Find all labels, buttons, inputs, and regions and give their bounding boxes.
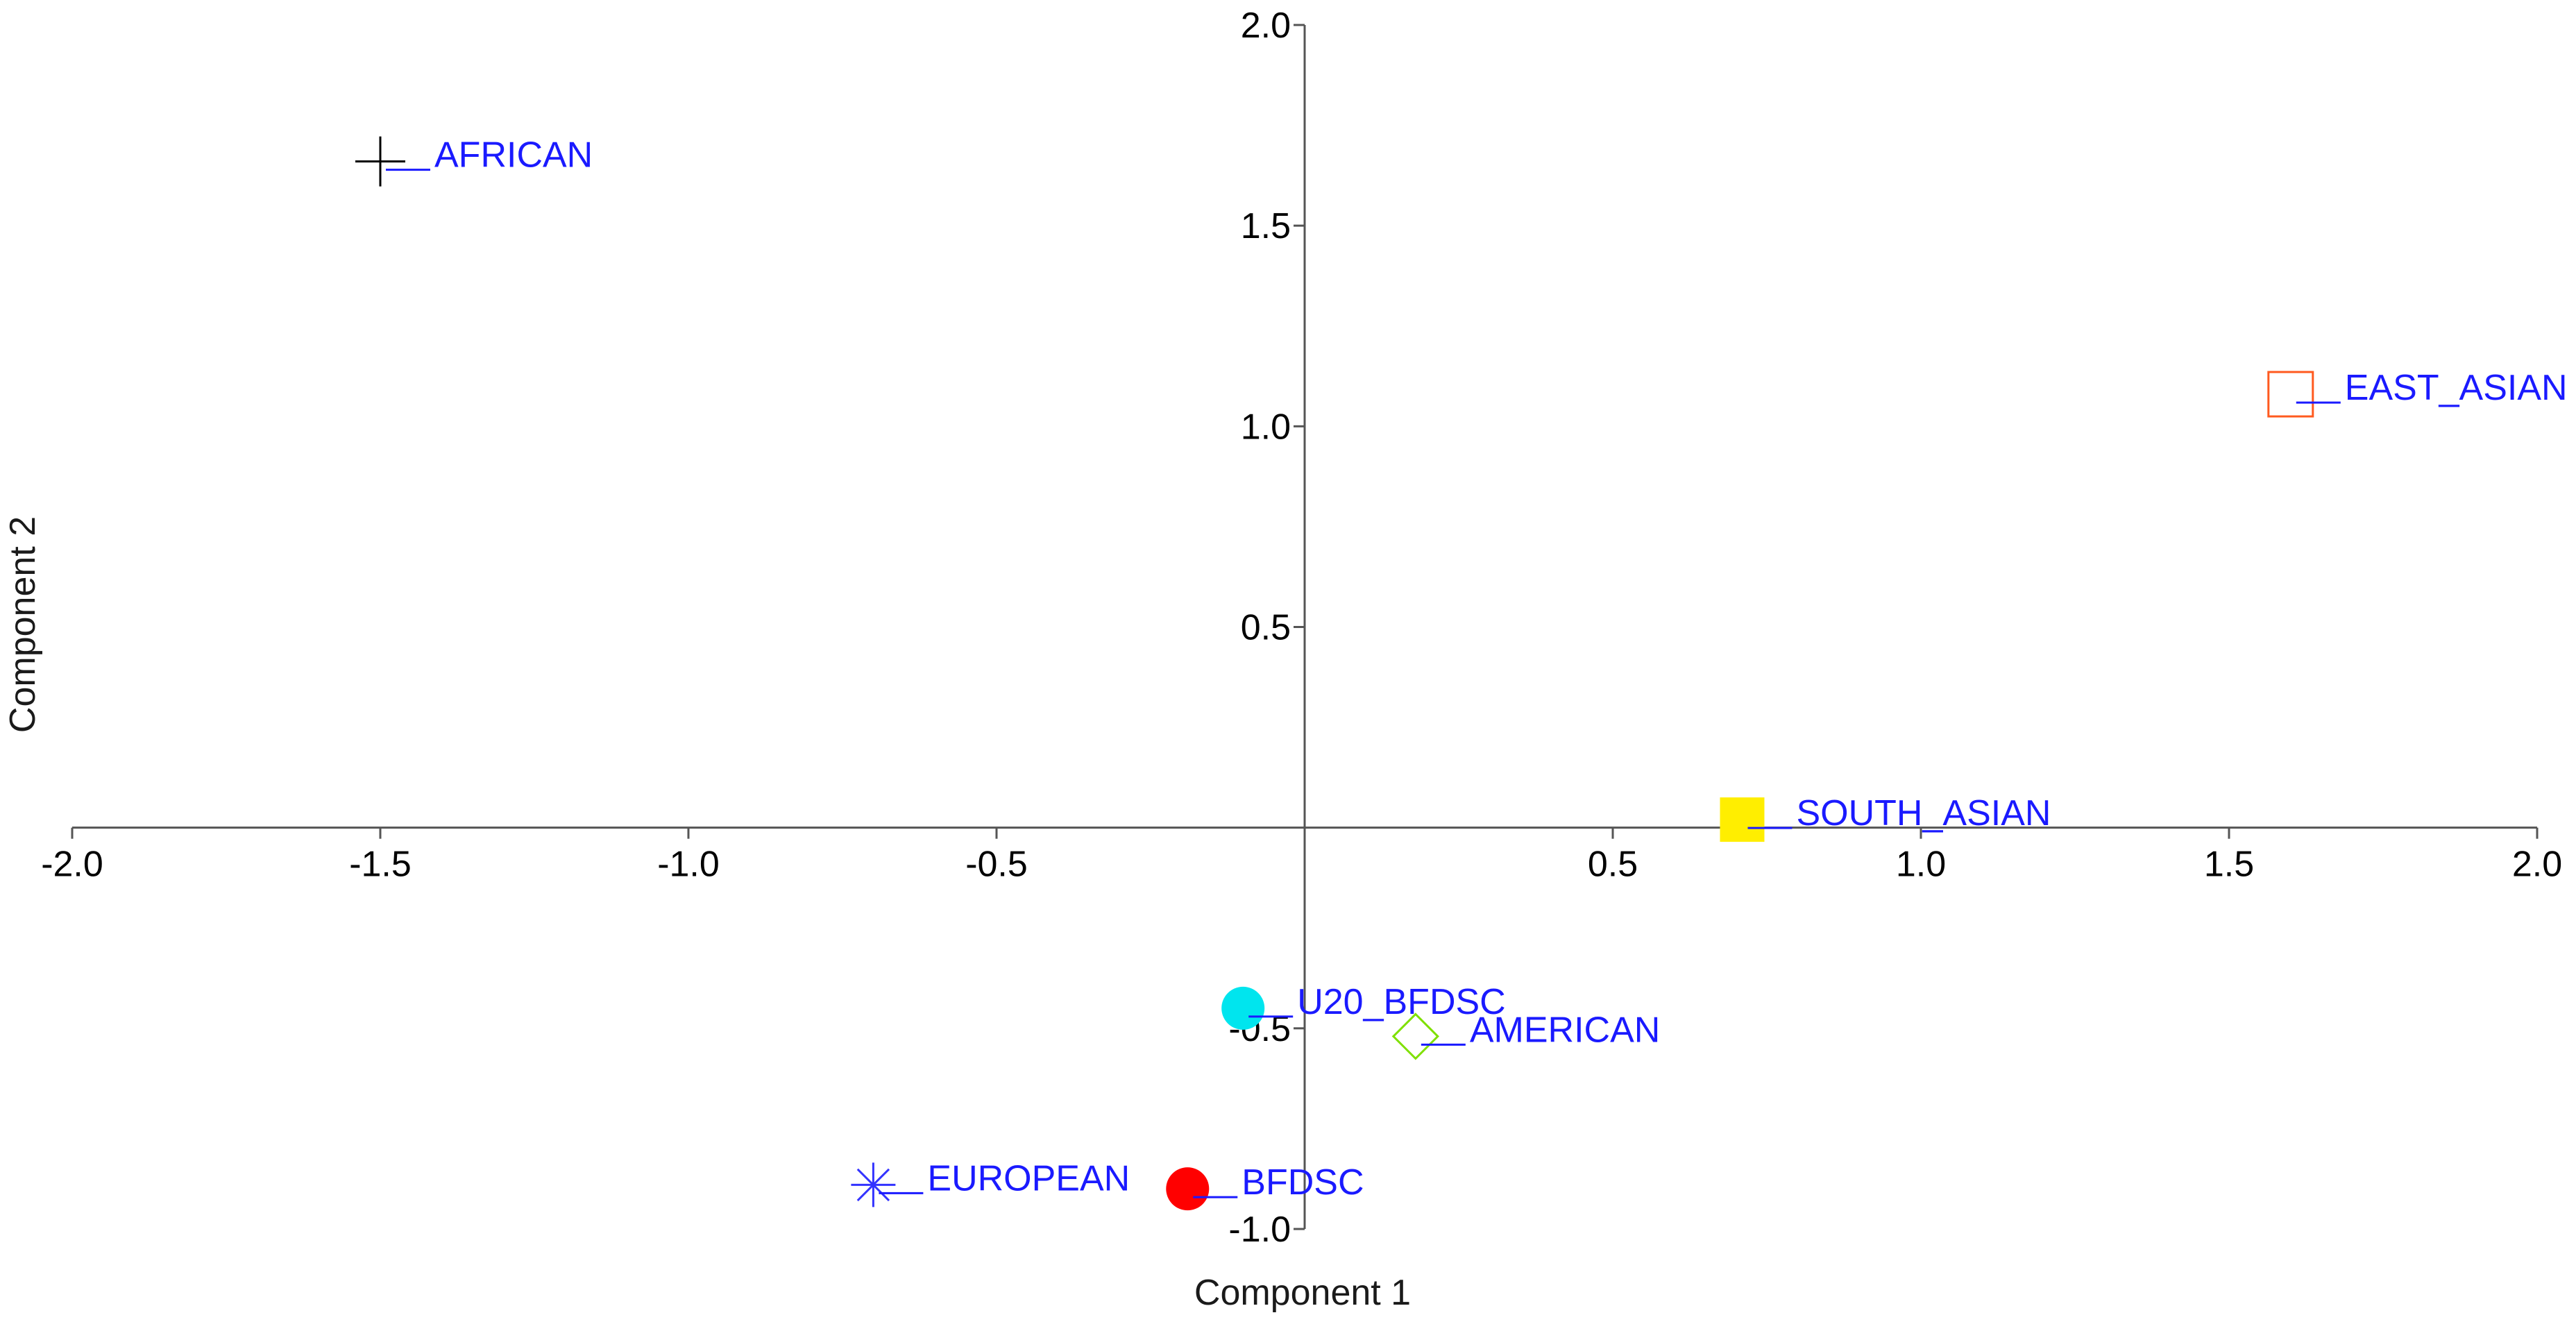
point-american-label: AMERICAN bbox=[1470, 1010, 1660, 1050]
y-tick-label: 0.5 bbox=[1241, 608, 1291, 648]
axes: -2.0 -1.5 -1.0 -0.5 0.5 1.0 1.5 2.0-1.0-0.50.51… bbox=[41, 6, 2562, 1250]
y-tick-label: 1.5 bbox=[1241, 206, 1291, 246]
point-south-asian-label: SOUTH_ASIAN bbox=[1796, 793, 2051, 833]
x-tick-label: 0.5 bbox=[1588, 845, 1638, 885]
point-african-label: AFRICAN bbox=[434, 135, 593, 176]
x-axis-title: Component 1 bbox=[1194, 1273, 1411, 1313]
point-labels: AFRICAN EAST_ASIAN SOUTH_ASIAN U20_BFDSCAME… bbox=[386, 135, 2568, 1203]
point-south-asian-marker bbox=[1720, 797, 1765, 842]
point-bfdsc-marker bbox=[1166, 1167, 1210, 1211]
point-bfdsc-label: BFDSC bbox=[1242, 1162, 1364, 1203]
point-u20-bfdsc-label: U20_BFDSC bbox=[1297, 982, 1506, 1022]
x-tick-label: -2.0 bbox=[41, 845, 103, 885]
data-points bbox=[355, 136, 2314, 1211]
x-tick-label: -1.5 bbox=[349, 845, 412, 885]
x-tick-label: 1.0 bbox=[1896, 845, 1946, 885]
point-american-marker bbox=[1391, 1012, 1439, 1060]
point-u20-bfdsc-marker bbox=[1221, 986, 1265, 1030]
x-tick-label: 2.0 bbox=[2512, 845, 2562, 885]
y-tick-label: -1.0 bbox=[1228, 1210, 1291, 1250]
point-east-asian-label: EAST_ASIAN bbox=[2345, 368, 2568, 408]
asterisk-stroke bbox=[856, 1168, 890, 1202]
y-tick-label: 1.0 bbox=[1241, 407, 1291, 447]
point-european-marker bbox=[851, 1162, 896, 1207]
point-european-label: EUROPEAN bbox=[927, 1158, 1130, 1198]
y-tick-label: 2.0 bbox=[1241, 6, 1291, 46]
point-east-asian-marker bbox=[2267, 371, 2314, 418]
x-tick-label: 1.5 bbox=[2204, 845, 2254, 885]
point-african-marker bbox=[355, 136, 405, 187]
x-tick-label: -1.0 bbox=[657, 845, 720, 885]
x-tick-label: -0.5 bbox=[965, 845, 1028, 885]
y-axis-title: Component 2 bbox=[3, 516, 43, 733]
